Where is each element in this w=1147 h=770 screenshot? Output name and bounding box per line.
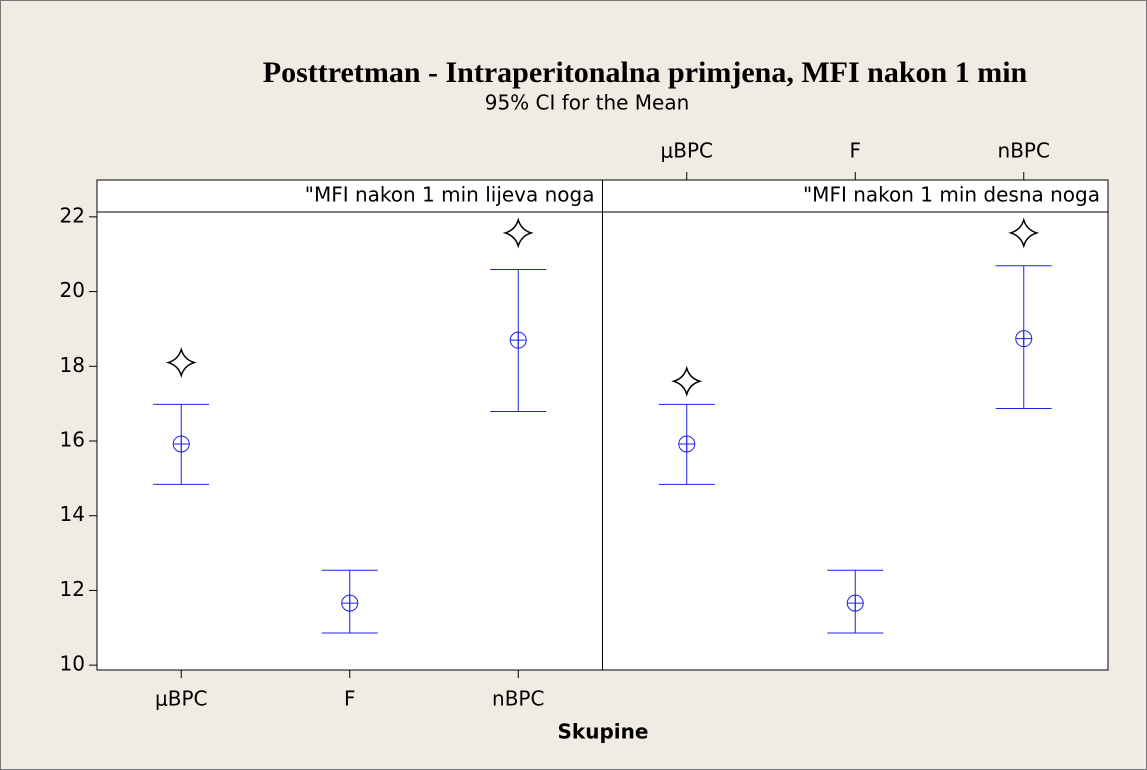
x-tick-label-top: F [849, 139, 861, 163]
mean-cross [341, 595, 358, 612]
significance-marker [502, 217, 534, 249]
panel-header [96, 179, 603, 213]
x-tick-label: μBPC [155, 687, 207, 711]
mean-cross [678, 435, 695, 452]
x-tick-label-top: nBPC [998, 139, 1050, 163]
mean-cross [510, 332, 527, 349]
y-tick-label: 16 [60, 428, 85, 452]
y-tick-label: 12 [60, 577, 85, 601]
significance-marker [165, 346, 197, 379]
y-tick-label: 14 [60, 502, 85, 526]
y-tick-label: 10 [60, 652, 85, 676]
y-tick-label: 20 [60, 278, 85, 302]
mean-cross [847, 595, 864, 612]
significance-marker [671, 365, 703, 397]
x-tick-label: F [344, 687, 356, 711]
x-axis-label: Skupine [558, 720, 649, 744]
panel-label: "MFI nakon 1 min desna noga [803, 183, 1100, 207]
panel-label: "MFI nakon 1 min lijeva noga [305, 183, 595, 207]
y-tick-label: 22 [60, 203, 85, 227]
mean-cross [173, 435, 190, 452]
significance-marker [1008, 217, 1040, 249]
x-tick-label-top: μBPC [661, 139, 713, 163]
y-tick-label: 18 [60, 353, 85, 377]
x-tick-label: nBPC [492, 687, 544, 711]
chart-title: Posttretman - Intraperitonalna primjena,… [263, 56, 1028, 89]
mean-cross [1015, 330, 1032, 347]
panel-header [602, 179, 1109, 213]
chart-subtitle: 95% CI for the Mean [485, 91, 690, 115]
